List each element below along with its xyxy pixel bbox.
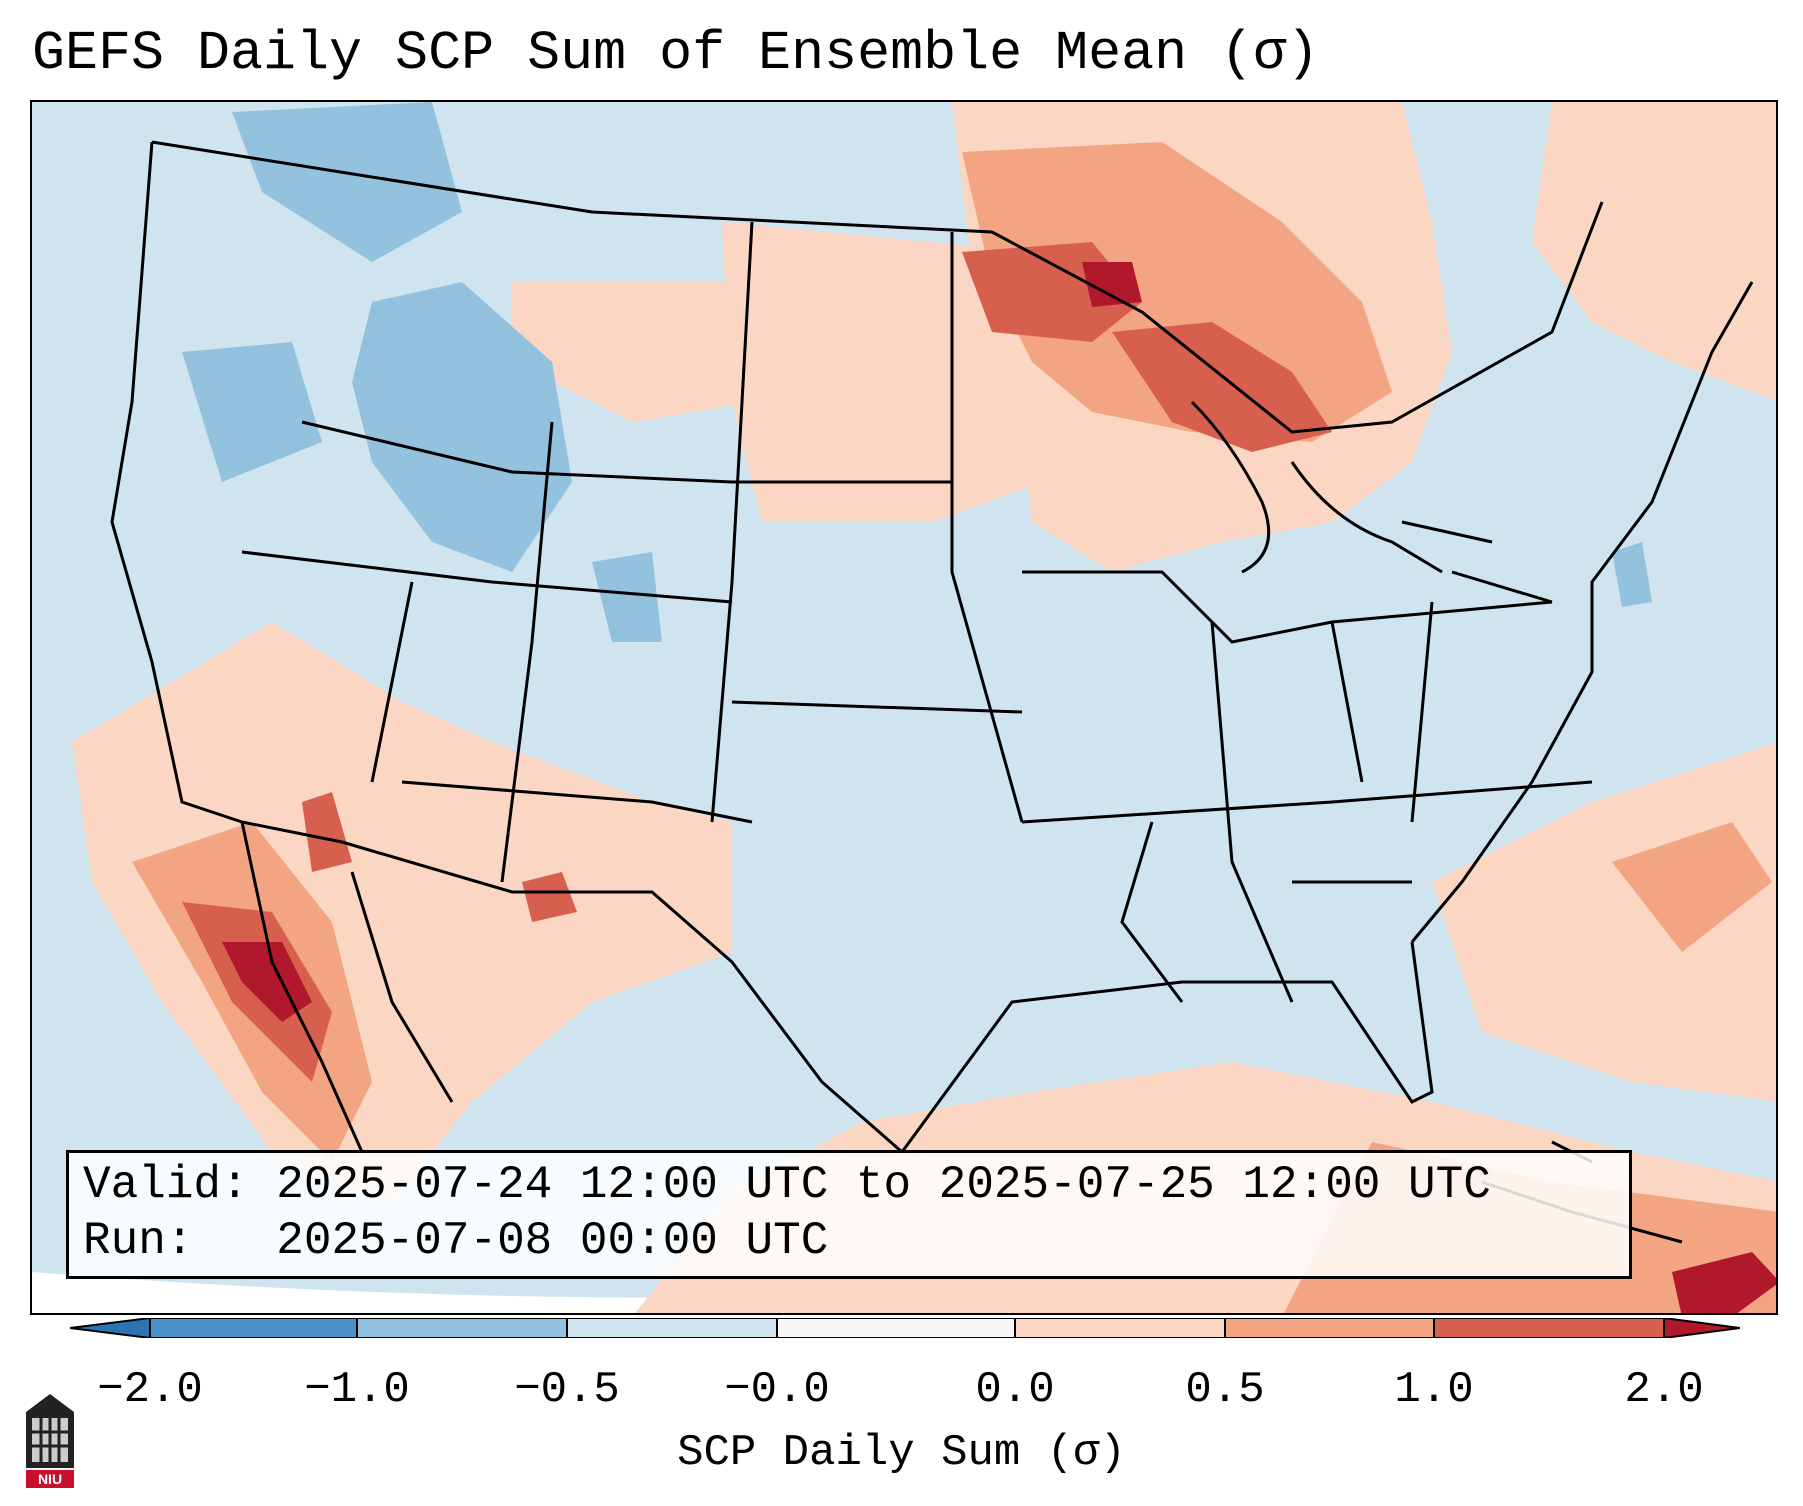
colorbar-bin [357, 1318, 567, 1338]
anomaly-area-oregon [182, 342, 322, 482]
valid-time-text: Valid: 2025-07-24 12:00 UTC to 2025-07-2… [83, 1159, 1491, 1211]
anomaly-area-nevada-strong [302, 792, 352, 872]
anomaly-area-ontario-extreme [1082, 262, 1142, 307]
colorbar-tick-label: −0.5 [514, 1365, 620, 1415]
us-canada-border [151, 140, 1604, 434]
anomaly-area-southwest-light [72, 622, 732, 1202]
positive-anomaly-extreme [222, 262, 1776, 1313]
state-lines-west [241, 221, 1024, 883]
anomaly-area-northern-rockies [352, 282, 572, 572]
atlantic-coast [1410, 281, 1754, 943]
run-time-text: Run: 2025-07-08 00:00 UTC [83, 1215, 829, 1267]
niu-logo: NIU [26, 1394, 74, 1488]
colorbar-label: SCP Daily Sum (σ) [677, 1428, 1126, 1478]
us-mexico-border [241, 820, 903, 1154]
validity-info-box: Valid: 2025-07-24 12:00 UTC to 2025-07-2… [66, 1150, 1632, 1279]
colorbar-tick-label: −1.0 [304, 1365, 410, 1415]
great-lakes-shores [1190, 400, 1553, 604]
colorbar-bin [777, 1318, 1015, 1338]
colorbar-tick-label: 1.0 [1394, 1365, 1474, 1415]
colorbar-tick-label: 0.5 [1185, 1365, 1265, 1415]
anomaly-area-hispaniola-extreme [1672, 1252, 1776, 1313]
anomaly-area-new-mexico-strong [522, 872, 577, 922]
gulf-coast [900, 941, 1434, 1153]
colorbar-bin [1434, 1318, 1664, 1338]
anomaly-area-plateau-light [512, 282, 752, 422]
colorbar [70, 1318, 1740, 1338]
anomaly-area-offshore [1612, 542, 1652, 607]
colorbar-tick-label: −2.0 [97, 1365, 203, 1415]
map-canvas [32, 102, 1776, 1313]
colorbar-extend-low [70, 1318, 151, 1338]
anomaly-area-plains-light [722, 222, 1042, 522]
colorbar-extend-high [1664, 1318, 1740, 1338]
baja-peninsula [240, 821, 454, 1153]
colorbar-bin [1015, 1318, 1225, 1338]
anomaly-area-atlantic-moderate [1612, 822, 1772, 952]
map-panel [30, 100, 1778, 1315]
us-west-coast [110, 141, 243, 824]
colorbar-tick-label: 2.0 [1624, 1365, 1704, 1415]
political-borders [110, 140, 1754, 1244]
colorbar-tick-label: 0.0 [975, 1365, 1055, 1415]
negative-anomaly-fields [182, 102, 1652, 642]
colorbar-bin [150, 1318, 357, 1338]
logo-text: NIU [38, 1471, 62, 1487]
chart-title: GEFS Daily SCP Sum of Ensemble Mean (σ) [32, 22, 1320, 85]
anomaly-area-great-lakes-moderate [962, 142, 1392, 442]
colorbar-bin [1225, 1318, 1434, 1338]
state-lines-east [1021, 570, 1593, 1003]
anomaly-area-gulf-of-california-extreme [222, 942, 312, 1022]
anomaly-area-colorado [592, 552, 662, 642]
anomaly-area-northeast-light [1532, 102, 1776, 401]
colorbar-tick-label: −0.0 [724, 1365, 830, 1415]
anomaly-area-atlantic-light [1432, 743, 1776, 1102]
anomaly-area-washington [232, 102, 462, 262]
colorbar-bin [567, 1318, 777, 1338]
